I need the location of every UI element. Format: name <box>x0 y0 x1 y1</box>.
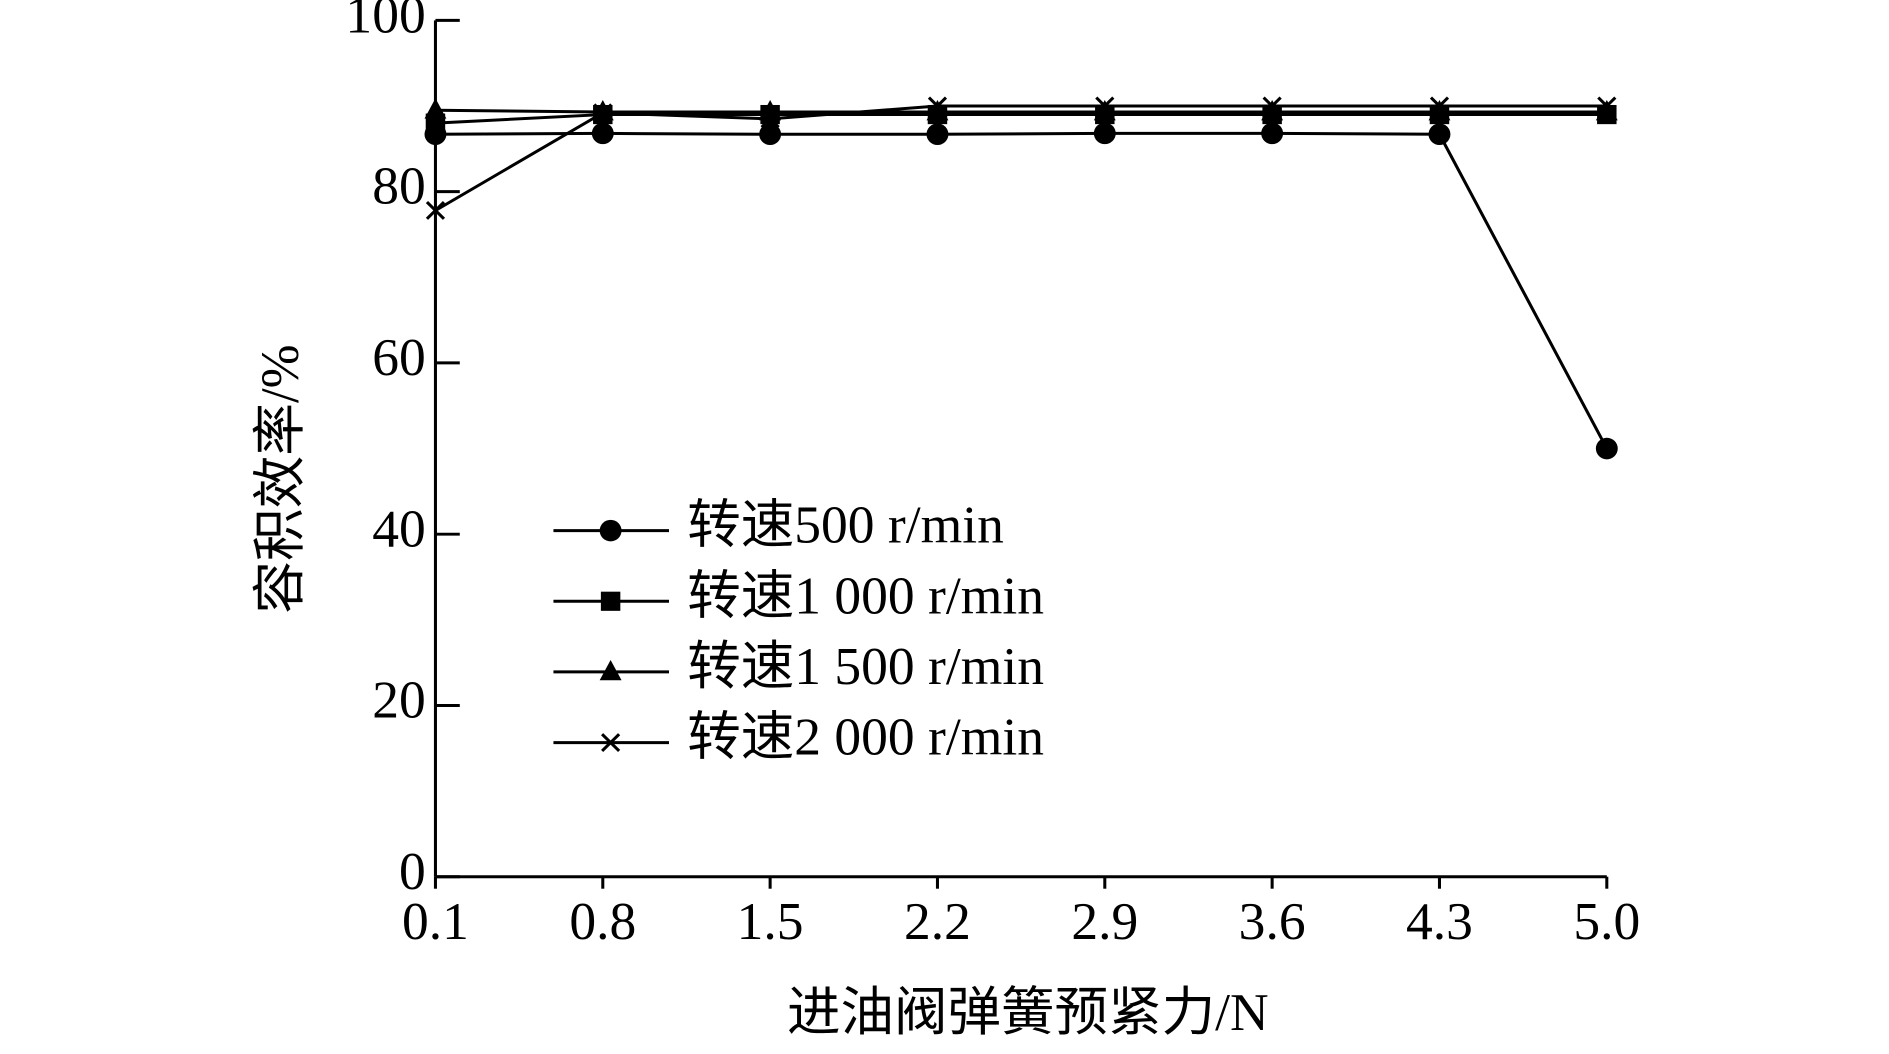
marker <box>1093 100 1116 121</box>
y-tick-label: 20 <box>372 672 426 730</box>
marker <box>1428 123 1451 146</box>
marker <box>1597 96 1617 116</box>
legend-marker <box>599 519 622 542</box>
y-axis-label: 容积效率/% <box>252 344 310 613</box>
series-line <box>434 104 1607 212</box>
x-axis-label: 进油阀弹簧预紧力/N <box>787 985 1269 1043</box>
y-tick-label: 80 <box>372 158 426 216</box>
legend-label: 转速1 500 r/min <box>687 638 1044 696</box>
marker <box>1261 100 1284 121</box>
marker <box>927 96 948 116</box>
marker <box>926 100 949 121</box>
x-tick-label: 2.9 <box>1071 893 1138 951</box>
marker <box>1595 100 1618 121</box>
marker <box>1428 100 1451 121</box>
legend-marker <box>601 733 621 753</box>
legend-label: 转速500 r/min <box>687 497 1004 555</box>
series-line <box>435 108 1607 114</box>
marker <box>1261 122 1284 145</box>
y-tick-label: 100 <box>345 0 425 44</box>
marker <box>591 122 614 145</box>
marker <box>1262 96 1282 116</box>
x-tick-label: 3.6 <box>1239 893 1306 951</box>
marker <box>760 109 780 129</box>
x-tick-label: 0.8 <box>569 893 636 951</box>
marker <box>1429 96 1450 116</box>
marker <box>593 103 613 123</box>
marker <box>759 123 782 146</box>
legend-label: 转速1 000 r/min <box>687 568 1044 626</box>
x-tick-label: 5.0 <box>1573 893 1640 951</box>
legend-label: 转速2 000 r/min <box>687 709 1044 767</box>
series-line <box>435 131 1609 450</box>
marker <box>1595 437 1618 460</box>
marker <box>425 201 446 220</box>
x-tick-label: 2.2 <box>904 893 971 951</box>
legend-marker <box>600 591 621 611</box>
x-tick-label: 1.5 <box>737 893 804 951</box>
legend-marker <box>599 659 622 681</box>
marker <box>1095 96 1115 116</box>
x-tick-label: 0.1 <box>402 893 469 951</box>
marker <box>926 123 949 146</box>
x-tick-label: 4.3 <box>1406 893 1473 951</box>
y-tick-label: 0 <box>399 843 426 901</box>
marker <box>1093 122 1116 145</box>
y-tick-label: 60 <box>372 329 426 387</box>
y-tick-label: 40 <box>372 501 426 559</box>
marker <box>424 98 447 119</box>
